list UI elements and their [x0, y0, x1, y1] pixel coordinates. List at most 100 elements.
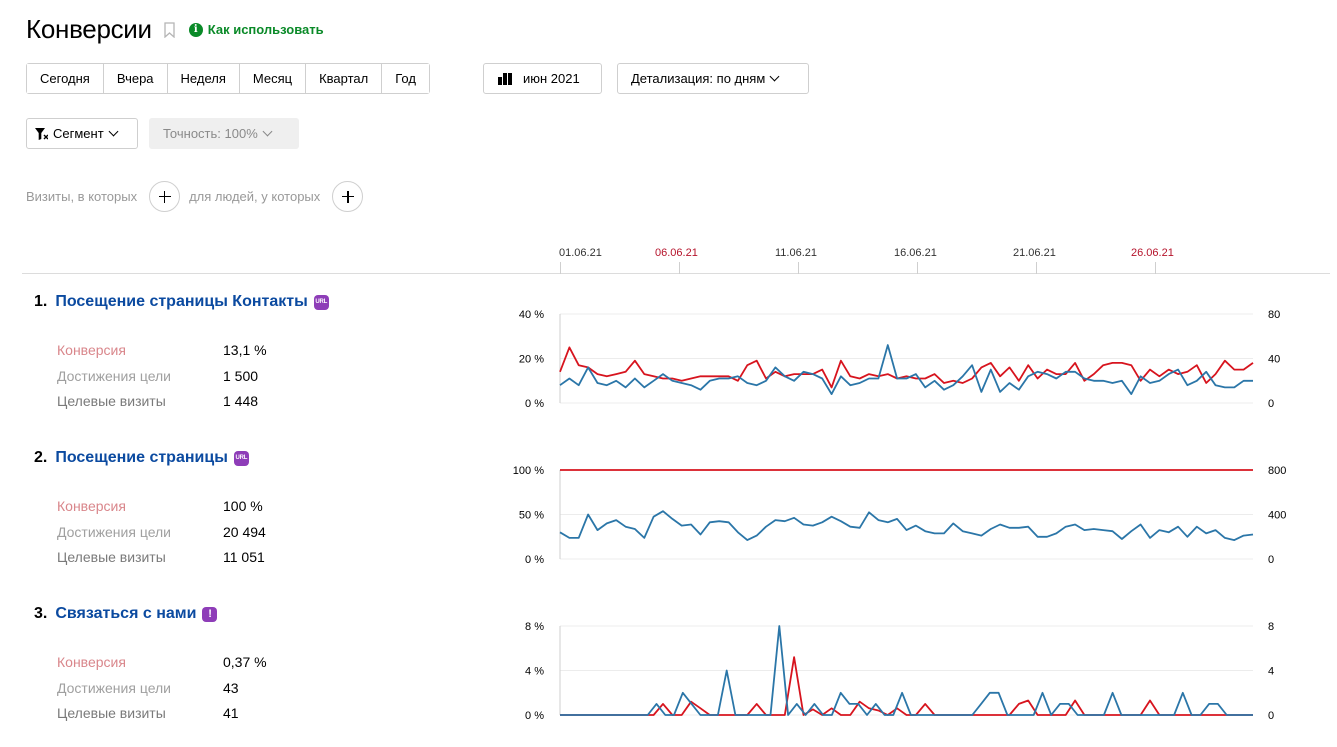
goal-number: 3. — [34, 605, 48, 622]
chevron-down-icon — [769, 71, 780, 82]
left-axis-tick: 8 % — [525, 621, 544, 633]
filter-icon — [35, 127, 49, 140]
how-to-use-label: Как использовать — [207, 22, 324, 37]
conversion-series-line — [559, 346, 1254, 389]
visits-value: 41 — [223, 705, 239, 721]
visits-series-line — [560, 625, 1253, 716]
visits-condition-label: Визиты, в которых — [26, 189, 138, 204]
goal-number: 1. — [34, 293, 48, 310]
timeline-tick — [560, 262, 561, 274]
goal-name-link[interactable]: Посещение страницы Контакты — [55, 293, 308, 310]
detail-label: Детализация: по дням — [631, 71, 766, 86]
url-goal-badge-icon: URL — [313, 294, 329, 310]
conversion-value: 100 % — [223, 498, 263, 514]
timeline-date-label: 06.06.21 — [655, 247, 698, 259]
chevron-down-icon — [108, 126, 119, 137]
page-header: Конверсии i Как использовать — [26, 14, 324, 45]
segment-conditions: Визиты, в которых для людей, у которых — [26, 181, 372, 212]
timeline-date-label: 16.06.21 — [894, 247, 937, 259]
reaches-label: Достижения цели — [57, 368, 172, 384]
timeline-date-label: 26.06.21 — [1131, 247, 1174, 259]
timeline-tick — [798, 262, 799, 274]
reaches-label: Достижения цели — [57, 524, 172, 540]
left-axis-tick: 100 % — [513, 465, 544, 477]
goal-block: 2. Посещение страницы URL Конверсия 100 … — [34, 449, 474, 579]
right-axis-tick: 0 — [1268, 554, 1274, 566]
period-selector: Сегодня Вчера Неделя Месяц Квартал Год — [26, 63, 430, 94]
visits-value: 1 448 — [223, 393, 259, 409]
timeline-tick — [917, 262, 918, 274]
right-axis-tick: 800 — [1268, 465, 1286, 477]
accuracy-dropdown[interactable]: Точность: 100% — [149, 118, 299, 149]
timeline-tick — [679, 262, 680, 274]
people-condition-label: для людей, у которых — [189, 189, 321, 204]
reaches-value: 43 — [223, 680, 239, 696]
segment-dropdown[interactable]: Сегмент — [26, 118, 138, 149]
page-title: Конверсии — [26, 14, 152, 44]
goal-number: 2. — [34, 449, 48, 466]
conversion-label: Конверсия — [57, 342, 126, 358]
timeline-date-label: 01.06.21 — [559, 247, 602, 259]
add-visit-condition-button[interactable] — [149, 181, 181, 212]
goal-name-link[interactable]: Посещение страницы — [55, 449, 228, 466]
right-axis-tick: 0 — [1268, 398, 1274, 410]
right-axis-tick: 80 — [1268, 309, 1280, 321]
timeline-tick — [1036, 262, 1037, 274]
timeline-date-label: 11.06.21 — [775, 247, 818, 259]
goal-header: 2. Посещение страницы URL — [34, 449, 474, 467]
right-axis-tick: 400 — [1268, 510, 1286, 522]
conversion-value: 0,37 % — [223, 654, 267, 670]
goal-header: 3. Связаться с нами ! — [34, 605, 474, 623]
visits-series-line — [559, 344, 1253, 395]
period-yesterday-button[interactable]: Вчера — [103, 64, 168, 93]
conversion-value: 13,1 % — [223, 342, 267, 358]
detail-dropdown[interactable]: Детализация: по дням — [617, 63, 809, 94]
timeline-divider — [22, 273, 1330, 274]
add-people-condition-button[interactable] — [332, 181, 364, 212]
period-year-button[interactable]: Год — [382, 64, 429, 93]
conversion-label: Конверсия — [57, 654, 126, 670]
right-axis-tick: 0 — [1268, 710, 1274, 722]
bookmark-icon[interactable] — [164, 21, 175, 38]
exclamation-badge-icon: ! — [202, 606, 218, 622]
visits-label: Целевые визиты — [57, 705, 166, 721]
calendar-icon — [498, 72, 514, 85]
goal-header: 1. Посещение страницы Контакты URL — [34, 293, 474, 311]
goal-block: 1. Посещение страницы Контакты URL Конве… — [34, 293, 474, 423]
reaches-value: 1 500 — [223, 368, 259, 384]
segment-label: Сегмент — [53, 126, 104, 141]
chevron-down-icon — [262, 126, 273, 137]
left-axis-tick: 0 % — [525, 554, 544, 566]
right-axis-tick: 40 — [1268, 354, 1280, 366]
reaches-label: Достижения цели — [57, 680, 172, 696]
right-axis-tick: 8 — [1268, 621, 1274, 633]
period-week-button[interactable]: Неделя — [167, 64, 240, 93]
goal-2-chart: 0 % 0 50 % 400 100 % 800 — [513, 465, 1287, 566]
visits-series-line — [559, 510, 1254, 541]
visits-label: Целевые визиты — [57, 393, 166, 409]
conversion-label: Конверсия — [57, 498, 126, 514]
goal-block: 3. Связаться с нами ! Конверсия 0,37 % Д… — [34, 605, 474, 735]
left-axis-tick: 4 % — [525, 666, 544, 678]
date-range-button[interactable]: июн 2021 — [483, 63, 602, 94]
accuracy-label: Точность: 100% — [163, 126, 258, 141]
period-today-button[interactable]: Сегодня — [27, 64, 104, 93]
left-axis-tick: 0 % — [525, 710, 544, 722]
visits-value: 11 051 — [223, 549, 265, 565]
visits-label: Целевые визиты — [57, 549, 166, 565]
left-axis-tick: 0 % — [525, 398, 544, 410]
goal-1-chart: 0 % 0 20 % 40 40 % 80 — [519, 309, 1280, 410]
url-goal-badge-icon: URL — [233, 450, 249, 466]
info-icon: i — [188, 22, 203, 37]
left-axis-tick: 50 % — [519, 510, 544, 522]
goal-name-link[interactable]: Связаться с нами — [55, 605, 197, 622]
how-to-use-link[interactable]: i Как использовать — [188, 22, 324, 37]
period-quarter-button[interactable]: Квартал — [306, 64, 383, 93]
right-axis-tick: 4 — [1268, 666, 1274, 678]
left-axis-tick: 20 % — [519, 354, 544, 366]
period-month-button[interactable]: Месяц — [239, 64, 307, 93]
goal-3-chart: 0 % 0 4 % 4 8 % 8 — [525, 621, 1274, 722]
timeline-tick — [1155, 262, 1156, 274]
reaches-value: 20 494 — [223, 524, 266, 540]
date-range-label: июн 2021 — [523, 71, 580, 86]
